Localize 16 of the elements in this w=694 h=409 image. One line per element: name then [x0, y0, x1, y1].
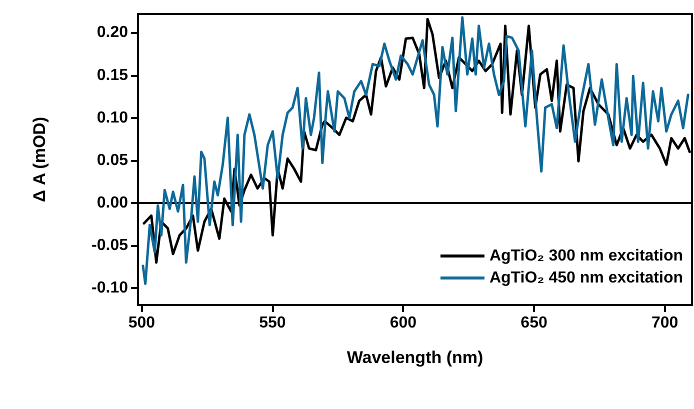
- y-tick-label: 0.20: [96, 24, 128, 42]
- y-tick-label: 0.10: [96, 109, 128, 126]
- y-tick-label: 0.05: [96, 152, 128, 169]
- legend-label: AgTiO₂ 450 nm excitation: [489, 270, 683, 286]
- y-tick-label: -0.05: [92, 236, 128, 254]
- x-tick-label: 600: [390, 314, 417, 332]
- x-axis-title: Wavelength (nm): [346, 348, 484, 367]
- x-tick-label: 650: [520, 314, 548, 332]
- x-tick-label: 700: [651, 314, 678, 332]
- y-tick-label: 0.00: [96, 194, 128, 212]
- x-tick-label: 500: [128, 314, 156, 332]
- y-tick-label: 0.15: [96, 66, 128, 84]
- legend-label: AgTiO₂ 300 nm excitation: [489, 248, 683, 264]
- y-axis-title: Δ A (mOD): [30, 116, 49, 202]
- y-tick-label: -0.10: [92, 279, 128, 296]
- x-tick-label: 550: [259, 314, 286, 332]
